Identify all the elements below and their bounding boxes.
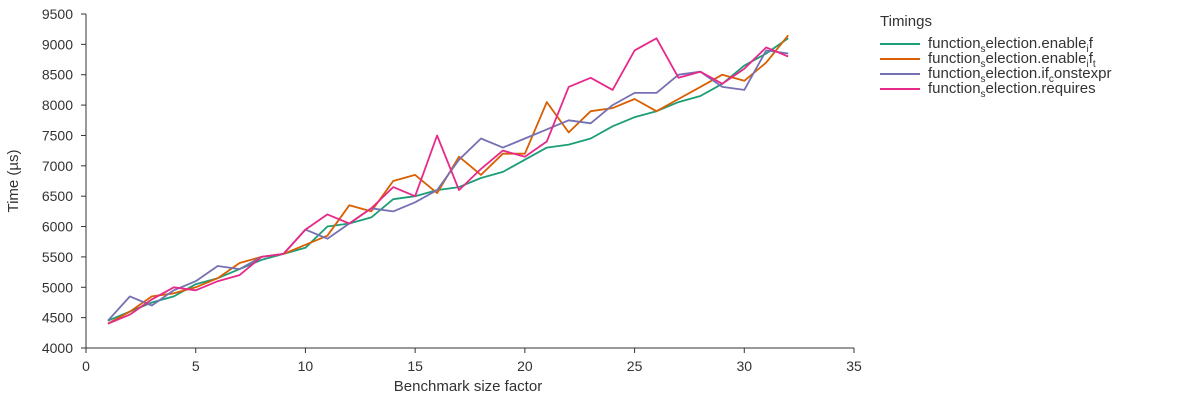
x-tick-label: 35 xyxy=(846,358,862,374)
x-tick-label: 25 xyxy=(627,358,643,374)
y-tick-label: 7500 xyxy=(42,127,73,143)
x-tick-label: 10 xyxy=(298,358,314,374)
legend-label: functionselection.ifconstexpr xyxy=(928,65,1111,85)
y-tick-label: 8500 xyxy=(42,67,73,83)
x-tick-label: 0 xyxy=(82,358,90,374)
series-line-function-selection-if-constexpr xyxy=(107,49,789,322)
y-tick-label: 7000 xyxy=(42,158,73,174)
series-lines xyxy=(107,34,789,325)
x-tick-label: 15 xyxy=(407,358,423,374)
y-ticks: 4000 4500 5000 5500 6000 6500 7000 7500 8000 8500… xyxy=(42,6,86,356)
legend-title: Timings xyxy=(880,13,932,30)
legend-label: functionselection.requires xyxy=(928,80,1096,100)
y-axis-title: Time (µs) xyxy=(5,149,22,212)
series-line-function-selection-requires xyxy=(107,37,789,325)
series-line-function-selection-enable-if-t xyxy=(107,34,789,325)
y-tick-label: 4500 xyxy=(42,310,73,326)
y-tick-label: 5500 xyxy=(42,249,73,265)
series-line-function-selection-enable-if xyxy=(107,37,789,322)
legend: Timings functionselection.enableiffuncti… xyxy=(880,13,1111,100)
y-tick-label: 9000 xyxy=(42,36,73,52)
y-tick-label: 6500 xyxy=(42,188,73,204)
legend-label: functionselection.enableif xyxy=(928,35,1094,55)
x-tick-label: 20 xyxy=(517,358,533,374)
y-tick-label: 6000 xyxy=(42,219,73,235)
axes xyxy=(85,14,854,349)
x-tick-label: 30 xyxy=(736,358,752,374)
legend-label: functionselection.enableift xyxy=(928,50,1096,70)
legend-items: functionselection.enableiffunctionselect… xyxy=(880,35,1111,100)
x-tick-label: 5 xyxy=(192,358,200,374)
y-tick-label: 5000 xyxy=(42,279,73,295)
y-tick-label: 9500 xyxy=(42,6,73,22)
y-tick-label: 4000 xyxy=(42,340,73,356)
x-ticks: 0 5 10 15 20 25 30 35 xyxy=(82,348,862,374)
x-axis-title: Benchmark size factor xyxy=(394,378,542,395)
y-tick-label: 8000 xyxy=(42,97,73,113)
